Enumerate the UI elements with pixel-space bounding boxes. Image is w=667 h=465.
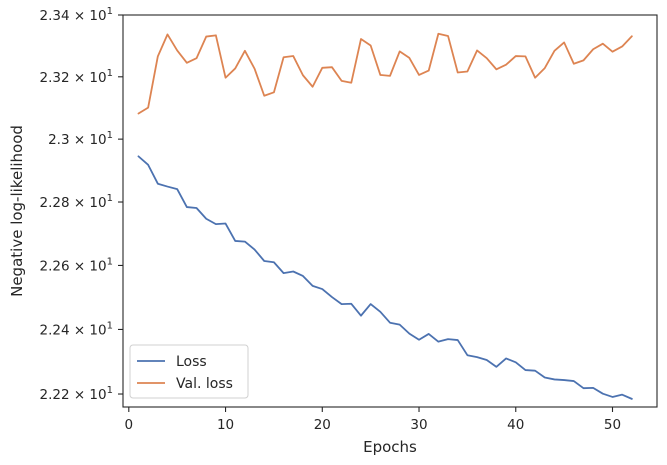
- x-tick-label: 10: [217, 417, 234, 433]
- x-tick-label: 20: [314, 417, 331, 433]
- x-tick-label: 40: [507, 417, 524, 433]
- y-tick-label: 2.26 × 101: [39, 256, 113, 274]
- series-line-loss: [137, 155, 633, 400]
- y-tick-label: 2.32 × 101: [39, 68, 113, 86]
- x-axis-label: Epochs: [363, 438, 417, 456]
- y-axis-label: Negative log-likelihood: [8, 125, 26, 297]
- y-tick-label: 2.34 × 101: [39, 6, 113, 24]
- y-tick-label: 2.28 × 101: [39, 193, 113, 211]
- x-tick-label: 0: [125, 417, 134, 433]
- axes-frame: [122, 14, 658, 408]
- legend-label-val-loss: Val. loss: [176, 376, 233, 392]
- y-tick-label: 2.22 × 101: [39, 385, 113, 403]
- plot-area: [122, 14, 658, 408]
- series-line-val-loss: [137, 32, 633, 115]
- legend-box: [129, 344, 249, 399]
- x-tick-label: 50: [604, 417, 621, 433]
- x-axis: 0 10 20 30 40 50: [125, 407, 621, 433]
- legend-label-loss: Loss: [176, 354, 207, 370]
- series-layer: [137, 32, 633, 400]
- x-tick-label: 30: [410, 417, 427, 433]
- y-tick-label: 2.24 × 101: [39, 320, 113, 338]
- y-tick-label: 2.3 × 101: [48, 130, 113, 148]
- legend: Loss Val. loss: [129, 344, 249, 399]
- y-axis: 2.22 × 101 2.24 × 101 2.26 × 101 2.28 × 101…: [39, 6, 123, 403]
